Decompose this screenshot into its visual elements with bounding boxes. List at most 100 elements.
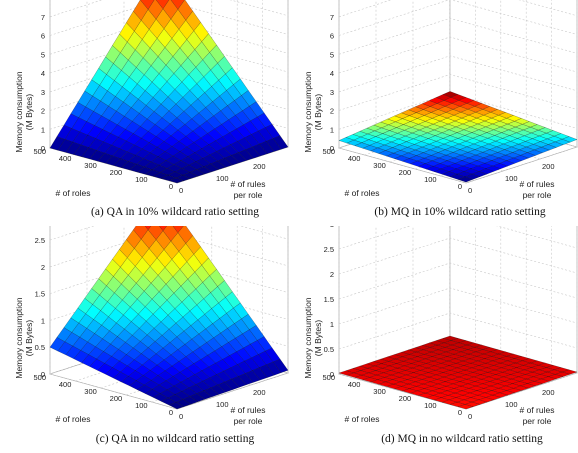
z-tick-label: 0 bbox=[330, 370, 334, 379]
rules-tick-label: 100 bbox=[216, 400, 229, 409]
z-axis-title: Memory consumption(M Bytes) bbox=[303, 297, 323, 379]
z-tick-label: 2 bbox=[330, 107, 334, 116]
rules-tick-label: 200 bbox=[253, 388, 266, 397]
rules-tick-label: 200 bbox=[542, 388, 555, 397]
gridline-z bbox=[338, 262, 578, 300]
rules-axis-title: # of rules per role bbox=[231, 405, 266, 426]
z-axis-title-line: Memory consumption bbox=[14, 71, 24, 153]
rules-axis-title-line: per role bbox=[523, 190, 552, 200]
roles-tick-label: 100 bbox=[424, 401, 437, 410]
z-axis-title: Memory consumption(M Bytes) bbox=[14, 297, 34, 379]
z-tick-label: 6 bbox=[41, 32, 45, 41]
z-axis-title: Memory consumption(M Bytes) bbox=[14, 71, 34, 153]
z-tick-label: 3 bbox=[41, 88, 45, 97]
z-axis-title: Memory consumption(M Bytes) bbox=[303, 71, 323, 153]
rules-tick-label: 0 bbox=[468, 186, 472, 195]
rules-tick-label: 200 bbox=[253, 162, 266, 171]
gridline-z bbox=[49, 0, 289, 36]
surface-plot-a: 0123456701002003004005000100200300×10Mem… bbox=[14, 0, 303, 200]
chart-panel-a: 0123456701002003004005000100200300×10Mem… bbox=[0, 0, 303, 205]
rules-tick-label: 0 bbox=[179, 412, 183, 421]
roles-tick-label: 400 bbox=[348, 380, 361, 389]
rules-axis-title: # of rules per role bbox=[231, 179, 266, 200]
rules-tick-label: 100 bbox=[505, 400, 518, 409]
axis-labels-b: 0123456701002003004005000100200300×10Mem… bbox=[303, 13, 555, 200]
roles-axis-title: # of roles bbox=[56, 414, 91, 424]
z-tick-label: 4 bbox=[330, 69, 334, 78]
chart-panel-b: 0123456701002003004005000100200300×10Mem… bbox=[289, 0, 578, 205]
z-tick-label: 6 bbox=[330, 32, 334, 41]
z-tick-label: 1 bbox=[330, 320, 334, 329]
roles-tick-label: 500 bbox=[322, 147, 335, 156]
z-tick-label: 1.5 bbox=[35, 290, 45, 299]
rules-tick-label: 200 bbox=[542, 162, 555, 171]
gridline-z bbox=[49, 0, 289, 18]
surface-patch bbox=[168, 402, 185, 410]
z-tick-label: 2.5 bbox=[35, 236, 45, 245]
roles-tick-label: 0 bbox=[169, 408, 173, 417]
rules-axis-title-line: per role bbox=[523, 416, 552, 426]
roles-tick-label: 300 bbox=[373, 387, 386, 396]
z-tick-label: 0 bbox=[330, 144, 334, 153]
z-tick-label: 4 bbox=[41, 69, 45, 78]
roles-tick-label: 500 bbox=[33, 373, 46, 382]
rules-axis-title-line: per role bbox=[234, 190, 263, 200]
surface-d bbox=[338, 335, 578, 410]
z-tick-label: 2 bbox=[330, 270, 334, 279]
roles-tick-label: 200 bbox=[399, 394, 412, 403]
z-axis-title-line: Memory consumption bbox=[303, 297, 313, 379]
surface-patch bbox=[457, 404, 474, 410]
z-tick-label: 1 bbox=[41, 125, 45, 134]
surface-plot-b: 0123456701002003004005000100200300×10Mem… bbox=[303, 0, 578, 200]
z-axis-title-line: (M Bytes) bbox=[313, 94, 323, 131]
roles-tick-label: 200 bbox=[110, 168, 123, 177]
roles-axis-title: # of roles bbox=[56, 188, 91, 198]
roles-axis-title: # of roles bbox=[345, 188, 380, 198]
z-axis-title-line: (M Bytes) bbox=[24, 320, 34, 357]
caption-b: (b) MQ in 10% wildcard ratio setting bbox=[374, 206, 546, 218]
roles-axis-title: # of roles bbox=[345, 414, 380, 424]
surface-a bbox=[49, 0, 289, 184]
z-axis-title-line: (M Bytes) bbox=[313, 320, 323, 357]
roles-tick-label: 0 bbox=[169, 182, 173, 191]
z-tick-label: 5 bbox=[330, 50, 334, 59]
rules-tick-label: 0 bbox=[468, 412, 472, 421]
roles-tick-label: 100 bbox=[424, 175, 437, 184]
z-tick-label: 1 bbox=[330, 125, 334, 134]
z-tick-label: 0.5 bbox=[324, 345, 334, 354]
rules-axis-title-line: # of rules bbox=[520, 405, 555, 415]
surface-plot-d: 00.511.522.5301002003004005000100200300×… bbox=[303, 187, 578, 426]
rules-axis-title-line: # of rules bbox=[231, 179, 266, 189]
z-tick-label: 0 bbox=[41, 370, 45, 379]
rules-axis-title-line: # of rules bbox=[520, 179, 555, 189]
roles-tick-label: 300 bbox=[84, 387, 97, 396]
z-tick-label: 7 bbox=[41, 13, 45, 22]
gridline-z bbox=[338, 0, 578, 36]
surface-plot-c: 00.511.522.501002003004005000100200300×1… bbox=[14, 187, 303, 426]
z-tick-label: 2 bbox=[41, 263, 45, 272]
z-tick-label: 0.5 bbox=[35, 343, 45, 352]
roles-tick-label: 400 bbox=[59, 380, 72, 389]
rules-tick-label: 100 bbox=[505, 174, 518, 183]
roles-tick-label: 300 bbox=[84, 161, 97, 170]
z-axis-title-line: Memory consumption bbox=[14, 297, 24, 379]
roles-tick-label: 0 bbox=[458, 182, 462, 191]
z-tick-label: 3 bbox=[330, 226, 334, 229]
roles-tick-label: 300 bbox=[373, 161, 386, 170]
rules-tick-label: 100 bbox=[216, 174, 229, 183]
rules-axis-title: # of rules per role bbox=[520, 179, 555, 200]
rules-axis-title: # of rules per role bbox=[520, 405, 555, 426]
surface-b bbox=[338, 91, 578, 183]
caption-d: (d) MQ in no wildcard ratio setting bbox=[381, 433, 543, 445]
roles-tick-label: 500 bbox=[33, 147, 46, 156]
rules-axis-title-line: # of rules bbox=[231, 405, 266, 415]
roles-tick-label: 100 bbox=[135, 175, 148, 184]
z-tick-label: 2 bbox=[41, 107, 45, 116]
z-axis-title-line: Memory consumption bbox=[303, 71, 313, 153]
z-tick-label: 1.5 bbox=[324, 295, 334, 304]
gridline-z bbox=[338, 0, 578, 18]
roles-tick-label: 200 bbox=[110, 394, 123, 403]
z-tick-label: 7 bbox=[330, 13, 334, 22]
roles-tick-label: 400 bbox=[348, 154, 361, 163]
roles-tick-label: 100 bbox=[135, 401, 148, 410]
